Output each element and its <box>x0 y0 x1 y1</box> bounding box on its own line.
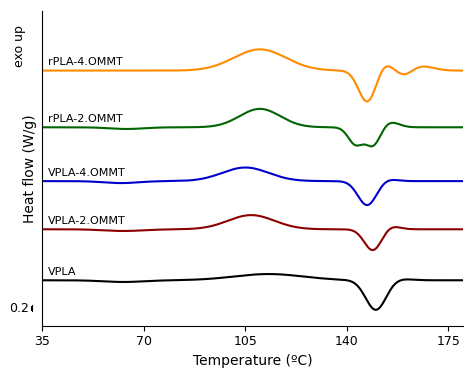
Text: rPLA-2.OMMT: rPLA-2.OMMT <box>48 114 123 124</box>
Text: VPLA-4.OMMT: VPLA-4.OMMT <box>48 168 126 178</box>
Text: exo up: exo up <box>13 25 26 67</box>
Text: 0.2: 0.2 <box>9 302 29 315</box>
Text: rPLA-4.OMMT: rPLA-4.OMMT <box>48 57 123 67</box>
Y-axis label: Heat flow (W/g): Heat flow (W/g) <box>23 114 37 223</box>
Text: VPLA-2.OMMT: VPLA-2.OMMT <box>48 216 126 226</box>
Text: VPLA: VPLA <box>48 267 77 277</box>
X-axis label: Temperature (ºC): Temperature (ºC) <box>193 354 312 368</box>
